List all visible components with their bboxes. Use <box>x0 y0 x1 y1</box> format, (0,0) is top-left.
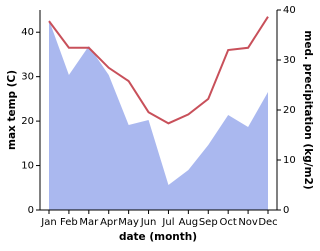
x-axis-label: date (month) <box>119 231 197 243</box>
y-tick-label: 30 <box>21 72 34 83</box>
x-tick-label: Jun <box>140 217 157 228</box>
y2-axis-label: med. precipitation (kg/m2) <box>302 30 314 189</box>
x-tick-label: Jul <box>161 217 174 228</box>
y-tick-label: 0 <box>28 205 34 216</box>
x-tick-label: Apr <box>100 217 118 228</box>
x-tick-label: Aug <box>179 217 199 228</box>
x-tick-label: Feb <box>60 217 78 228</box>
y-tick-label: 40 <box>21 27 34 38</box>
y-tick-label: 20 <box>21 116 34 127</box>
x-tick-label: May <box>118 217 139 228</box>
precipitation-area <box>49 20 268 210</box>
temperature-line <box>48 16 269 125</box>
x-tick-label: Jan <box>40 217 56 228</box>
y2-tick-label: 10 <box>283 155 296 166</box>
x-tick-label: Dec <box>258 217 277 228</box>
y-axis-label: max temp (C) <box>6 70 18 150</box>
chart: date (month) max temp (C) med. precipita… <box>6 5 314 243</box>
y2-tick-label: 30 <box>283 55 296 66</box>
y2-tick-label: 0 <box>283 205 289 216</box>
y2-tick-label: 20 <box>283 105 296 116</box>
x-tick-label: Oct <box>220 217 237 228</box>
y2-tick-label: 40 <box>283 5 296 16</box>
x-tick-label: Nov <box>238 217 258 228</box>
x-tick-label: Sep <box>199 217 218 228</box>
x-tick-label: Mar <box>79 217 99 228</box>
y-tick-label: 10 <box>21 161 34 172</box>
